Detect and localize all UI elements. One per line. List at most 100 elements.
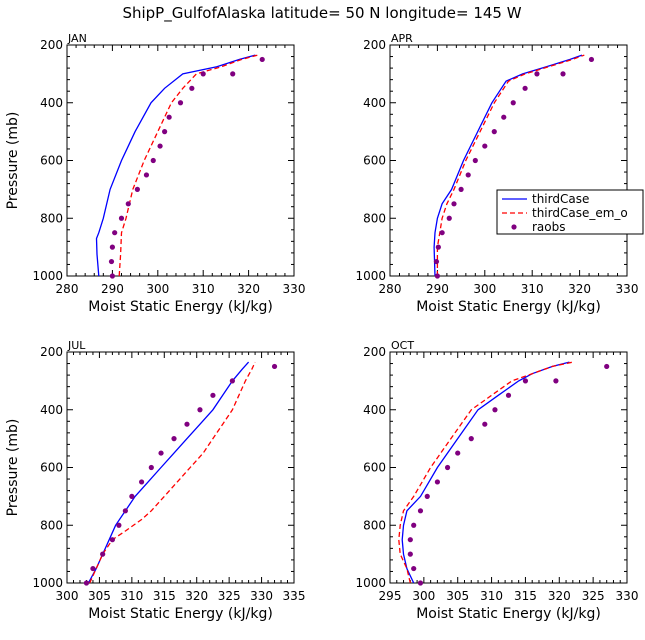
panel-jan: JAN 280 290 300 310 320 330 200 400 600 800 1000 Moi… xyxy=(5,32,305,315)
legend-label: thirdCase_em_o xyxy=(532,206,628,220)
plot-frame xyxy=(389,351,628,584)
raobs-point xyxy=(433,258,440,265)
series-line-thirdcase-em-o xyxy=(118,54,258,277)
raobs-point xyxy=(112,230,118,236)
y-tick-label: 800 xyxy=(363,211,386,225)
raobs-point xyxy=(522,378,529,384)
raobs-point xyxy=(472,157,478,164)
x-tick-label: 280 xyxy=(56,282,79,296)
raobs-point xyxy=(465,172,471,178)
raobs-point xyxy=(138,479,145,485)
x-tick-label: 300 xyxy=(56,589,79,603)
raobs-point xyxy=(171,436,177,442)
x-tick-label: 315 xyxy=(153,589,176,603)
raobs-point xyxy=(510,100,516,106)
x-axis-label: Moist Static Energy (kJ/kg) xyxy=(88,299,273,315)
y-tick-label: 800 xyxy=(40,211,63,225)
x-tick-label: 330 xyxy=(283,282,306,296)
x-axis-label: Moist Static Energy (kJ/kg) xyxy=(88,606,273,622)
raobs-point xyxy=(492,407,498,413)
panel-oct: OCT 295 300 305 310 315 320 325 330 200 400 600 800 1… xyxy=(355,339,638,622)
raobs-point xyxy=(184,421,190,427)
x-tick-label: 300 xyxy=(412,589,435,603)
raobs-point xyxy=(230,71,236,77)
raobs-point xyxy=(482,421,488,427)
x-axis-label: Moist Static Energy (kJ/kg) xyxy=(416,299,601,315)
y-tick-label: 800 xyxy=(40,518,63,532)
raobs-point xyxy=(505,392,512,398)
raobs-point xyxy=(158,450,164,456)
x-tick-label: 305 xyxy=(446,589,469,603)
y-tick-label: 1000 xyxy=(355,576,386,590)
raobs-point xyxy=(109,537,115,543)
x-tick-label: 280 xyxy=(379,282,402,296)
panel-title: JUL xyxy=(67,339,86,352)
x-tick-label: 325 xyxy=(218,589,241,603)
raobs-point xyxy=(434,479,440,485)
raobs-point xyxy=(100,551,106,557)
x-tick-label: 300 xyxy=(473,282,496,296)
panel-title: APR xyxy=(391,32,413,45)
y-tick-label: 400 xyxy=(363,96,386,110)
raobs-point xyxy=(411,565,417,572)
y-tick-label: 200 xyxy=(363,38,386,52)
x-tick-label: 320 xyxy=(185,589,208,603)
raobs-point xyxy=(407,551,413,557)
x-tick-label: 330 xyxy=(616,589,639,603)
x-tick-label: 320 xyxy=(568,282,591,296)
panel-title: JAN xyxy=(67,32,87,45)
legend-label: raobs xyxy=(532,220,566,234)
y-tick-label: 200 xyxy=(40,38,63,52)
y-tick-label: 200 xyxy=(363,345,386,359)
y-axis-label: Pressure (mb) xyxy=(5,112,21,210)
x-tick-label: 315 xyxy=(514,589,537,603)
raobs-point xyxy=(109,273,115,279)
raobs-point xyxy=(271,363,278,370)
raobs-point xyxy=(491,129,497,135)
y-tick-label: 400 xyxy=(40,403,63,417)
raobs-point xyxy=(435,244,441,250)
raobs-point xyxy=(468,436,474,442)
raobs-point xyxy=(197,407,203,413)
raobs-point xyxy=(259,56,265,63)
plot-frame xyxy=(66,351,295,584)
y-tick-label: 600 xyxy=(40,461,63,475)
series-line-thirdcase-em-o xyxy=(398,361,573,584)
panels: JAN 280 290 300 310 320 330 200 400 600 800 1000 Moi… xyxy=(5,32,638,622)
x-tick-label: 325 xyxy=(582,589,605,603)
y-tick-label: 400 xyxy=(363,403,386,417)
raobs-point xyxy=(446,215,452,221)
legend-box xyxy=(496,189,644,235)
series-line-thirdcase xyxy=(87,361,250,584)
y-axis-label: Pressure (mb) xyxy=(5,419,21,517)
raobs-point xyxy=(177,100,184,106)
x-tick-label: 310 xyxy=(192,282,215,296)
raobs-point xyxy=(411,522,417,528)
x-tick-label: 320 xyxy=(237,282,260,296)
raobs-point xyxy=(125,201,131,207)
y-tick-label: 1000 xyxy=(32,269,63,283)
raobs-point xyxy=(116,522,122,528)
y-tick-label: 800 xyxy=(363,518,386,532)
x-tick-label: 310 xyxy=(120,589,143,603)
y-tick-label: 600 xyxy=(363,154,386,168)
y-tick-label: 400 xyxy=(40,96,63,110)
raobs-point xyxy=(522,85,528,91)
raobs-point xyxy=(129,493,135,499)
y-tick-label: 600 xyxy=(363,461,386,475)
raobs-point xyxy=(108,258,115,265)
x-tick-label: 300 xyxy=(146,282,169,296)
x-tick-label: 335 xyxy=(283,589,306,603)
raobs-point xyxy=(407,537,413,543)
legend-dot-swatch xyxy=(511,224,517,230)
raobs-point xyxy=(122,508,128,514)
series-line-thirdcase xyxy=(95,54,256,277)
series-line-thirdcase xyxy=(433,54,583,277)
raobs-point xyxy=(134,186,140,192)
raobs-point xyxy=(588,56,595,63)
raobs-point xyxy=(417,508,424,514)
raobs-point xyxy=(451,201,457,207)
raobs-point xyxy=(482,143,488,149)
x-tick-label: 310 xyxy=(521,282,544,296)
